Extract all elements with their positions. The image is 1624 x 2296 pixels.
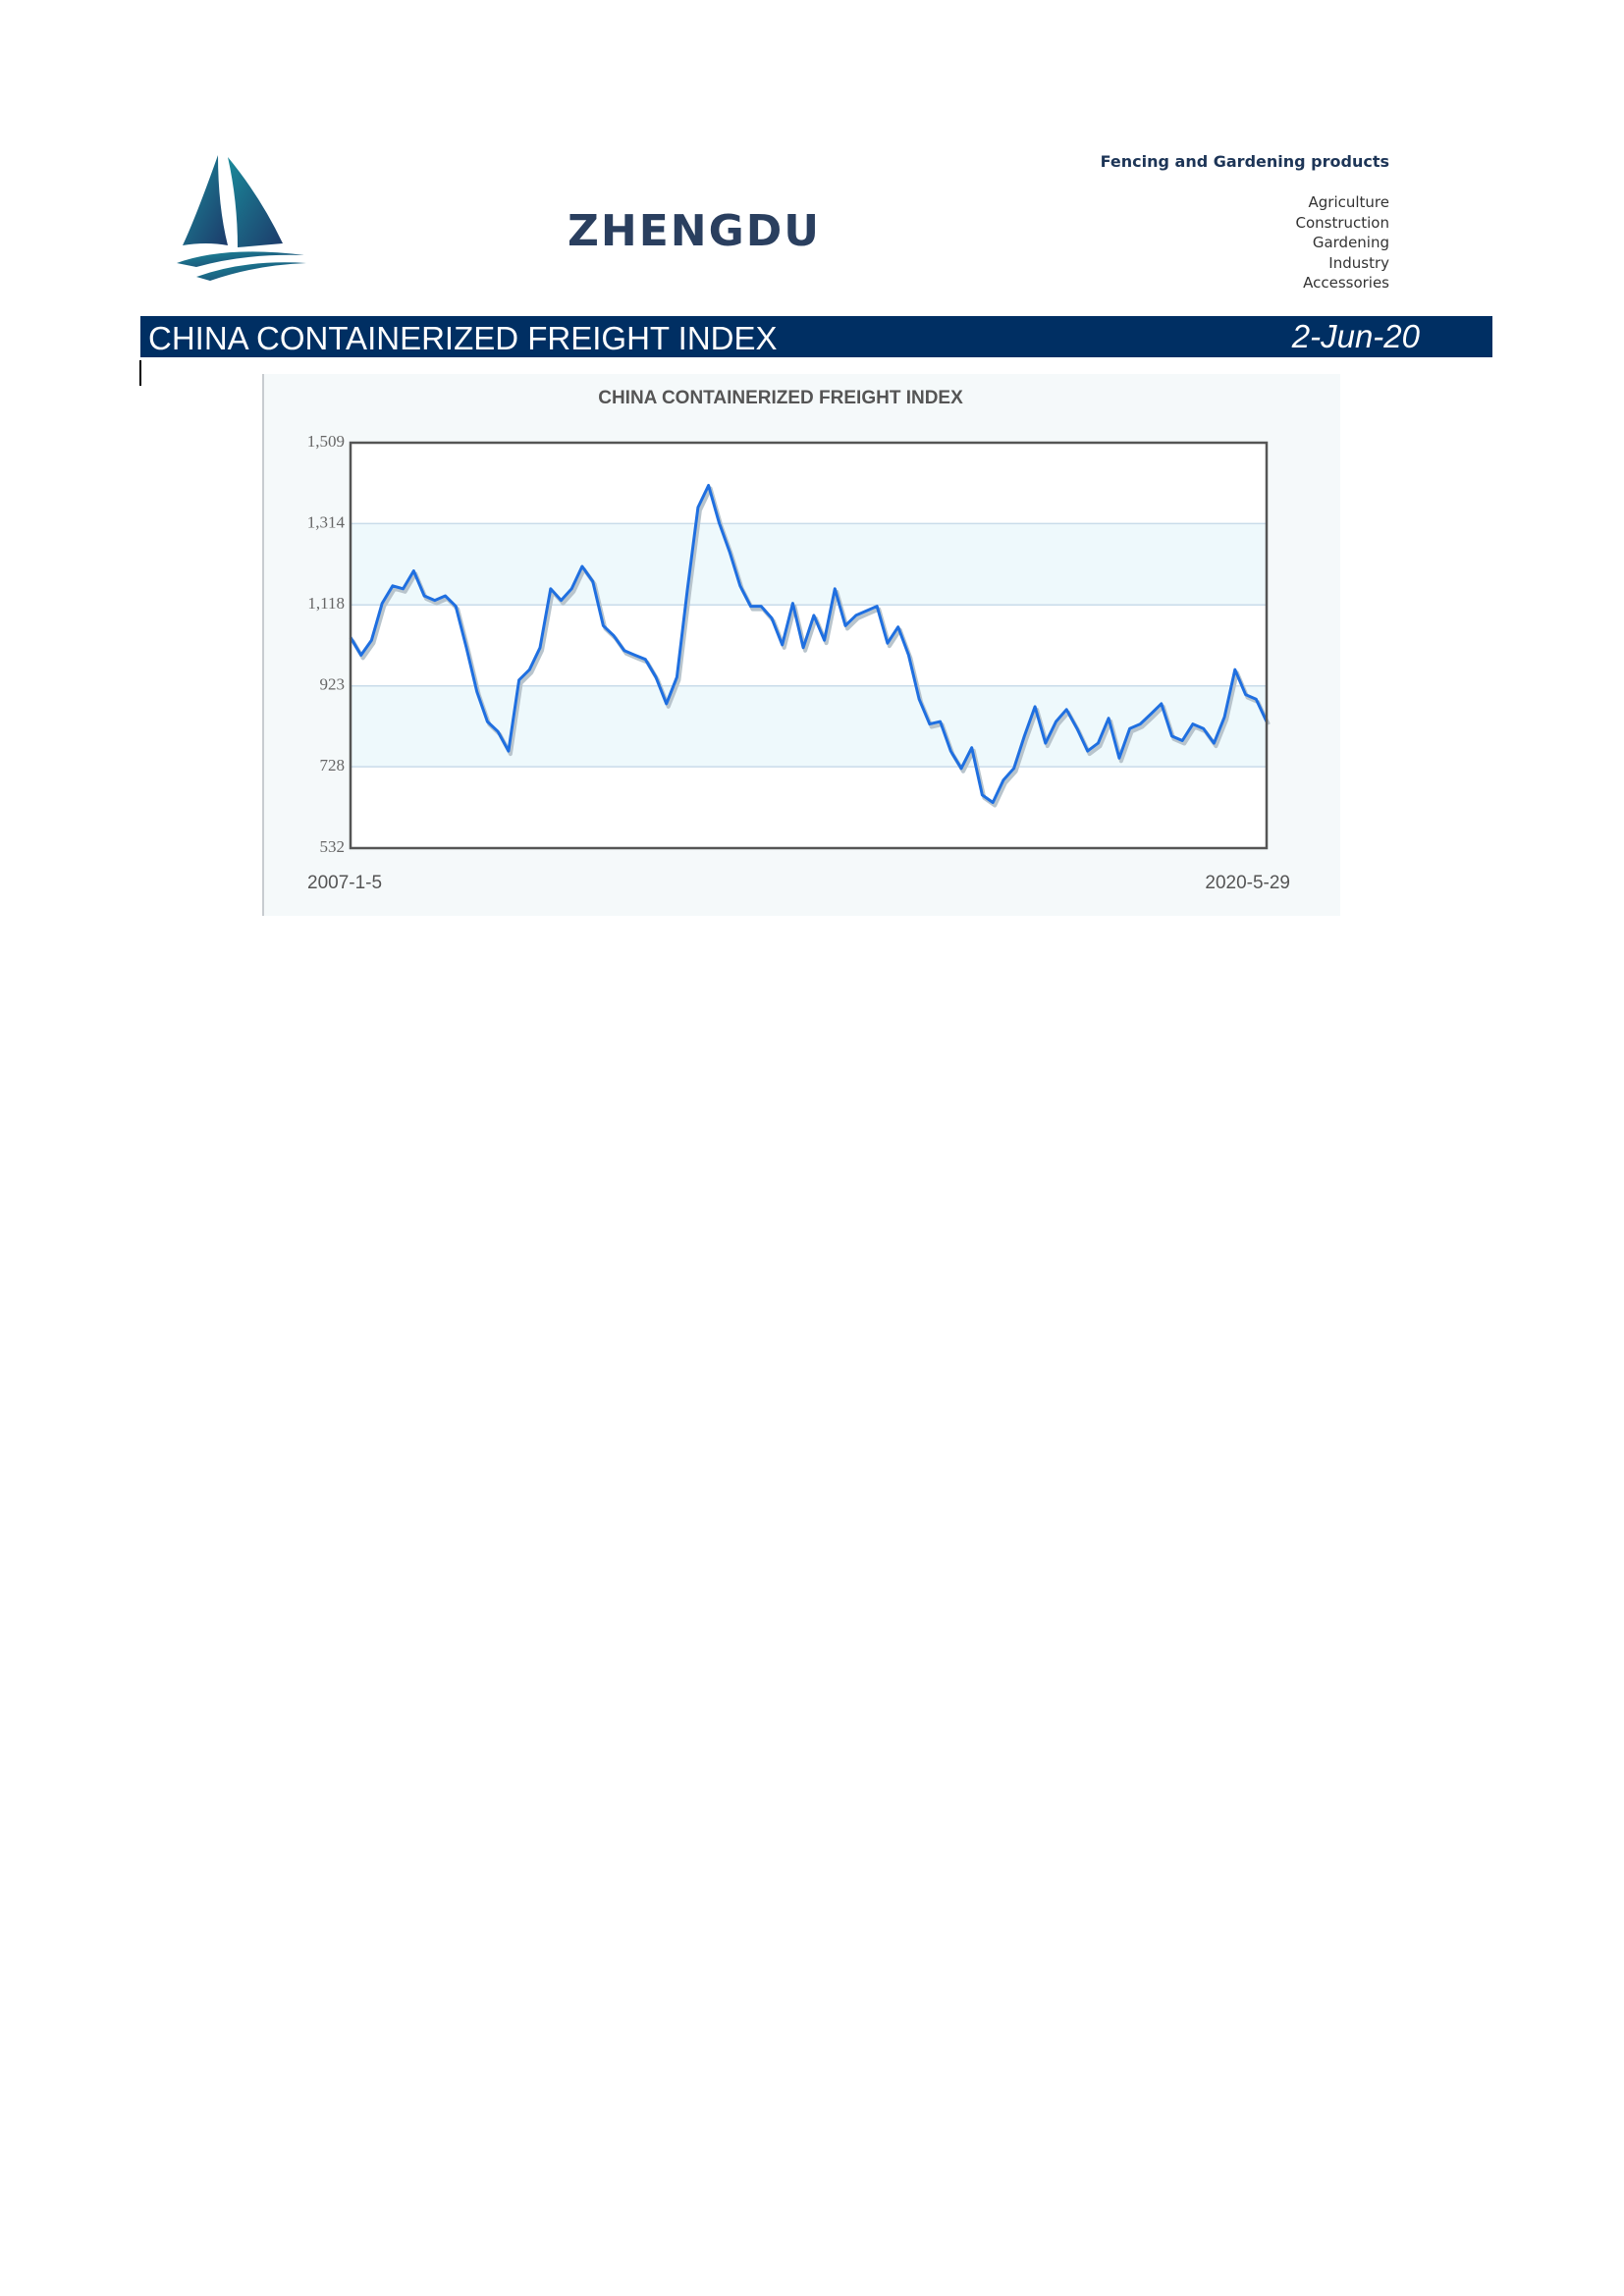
product-line: Industry [1328, 253, 1389, 272]
brand: ZHENGDU [568, 206, 821, 256]
product-line: Gardening [1312, 234, 1389, 251]
y-tick-label: 923 [320, 675, 346, 694]
plot-border [349, 441, 1269, 850]
mast [228, 176, 237, 250]
y-tick-label: 1,509 [307, 432, 345, 451]
product-lines: Agriculture Construction Gardening Industry… [1295, 192, 1389, 294]
y-tick-label: 532 [320, 837, 346, 856]
sail [228, 157, 283, 247]
cursor [139, 360, 141, 386]
banner: CHINA CONTAINERIZED FREIGHT INDEX 2-Jun-… [140, 316, 1492, 357]
wave [177, 251, 304, 267]
grid-band [351, 685, 1267, 768]
banner-date: 2-Jun-20 [1291, 318, 1420, 354]
chart: CHINA CONTAINERIZED FREIGHT INDEX 532 728… [262, 374, 1340, 916]
y-tick-label: 728 [320, 756, 346, 774]
x-tick-label: 2007-1-5 [307, 873, 382, 893]
product-line: Construction [1295, 213, 1389, 232]
sail [183, 155, 228, 245]
product-line: Agriculture [1308, 193, 1390, 211]
x-tick-label: 2020-5-29 [1205, 873, 1290, 893]
logo [177, 155, 306, 281]
tagline: Fencing and Gardening products [1100, 152, 1389, 171]
y-tick-label: 1,118 [307, 594, 345, 613]
chart-title: CHINA CONTAINERIZED FREIGHT INDEX [598, 388, 963, 408]
line [349, 484, 1269, 804]
wave [196, 262, 306, 281]
product-line: Accessories [1303, 274, 1389, 292]
grid-band [351, 523, 1267, 606]
y-tick-label: 1,314 [307, 512, 346, 531]
banner-title: CHINA CONTAINERIZED FREIGHT INDEX [148, 320, 778, 356]
